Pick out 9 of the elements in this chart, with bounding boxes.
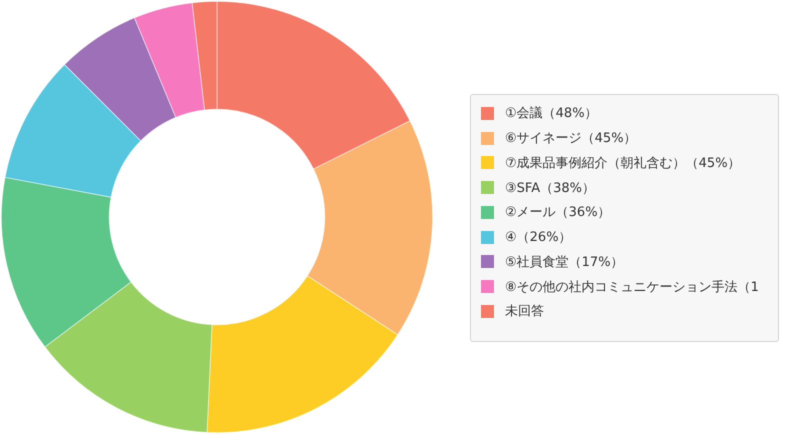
legend-label: ⑧その他の社内コミュニケーション手法（1 [505,278,759,296]
legend-label: 未回答 [505,303,544,320]
legend-label: ⑥サイネージ（45%） [505,130,637,148]
legend-label: ⑤社員食堂（17%） [505,254,624,271]
legend-label: ②メール（36%） [505,204,611,222]
legend-label: ④（26%） [505,229,572,246]
legend-label: ①会議（48%） [505,105,598,122]
legend-label: ③SFA（38%） [505,180,595,197]
legend-label: ⑦成果品事例紹介（朝礼含む）（45%） [505,154,741,172]
